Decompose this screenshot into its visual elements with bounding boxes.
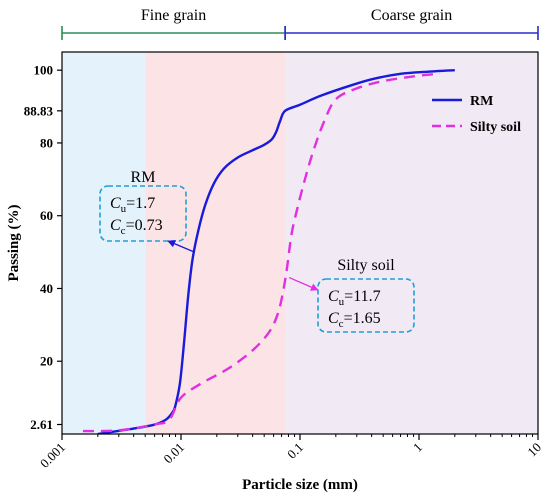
annotation-line-1-1: Cc=1.65 (328, 310, 381, 330)
annotation-symbol: C (328, 288, 339, 305)
annotation-line-0-1: Cc=0.73 (110, 217, 163, 237)
annotation-value: =0.73 (126, 217, 163, 234)
annotation-title-1: Silty soil (337, 257, 395, 274)
series-line-1 (82, 72, 441, 433)
annotation-line-1-0: Cu=11.7 (328, 288, 381, 308)
x-axis-title: Particle size (mm) (242, 477, 358, 493)
annotation-symbol: C (110, 195, 121, 212)
legend-label-0: RM (470, 94, 493, 109)
annotation-box-1 (317, 278, 415, 333)
legend: RM Silty soil (432, 94, 521, 135)
x-tick-label-0: 0.001 (37, 440, 68, 471)
y-tick-label-4: 80 (40, 135, 53, 150)
y-tick-label-5: 88.83 (24, 103, 54, 118)
annotation-subscript: c (339, 318, 344, 330)
y-tick-label-0: 2.61 (30, 417, 53, 432)
shaded-region-0 (62, 52, 146, 434)
legend-label-1: Silty soil (470, 120, 521, 135)
grain-band-label-1: Coarse grain (371, 7, 452, 24)
x-tick-label-2: 0.1 (284, 440, 306, 462)
annotation-subscript: c (121, 225, 126, 237)
annotation-line-0-0: Cu=1.7 (110, 195, 155, 215)
annotation-symbol: C (110, 217, 121, 234)
annotation-box-0 (99, 185, 187, 242)
annotation-arrow-1 (288, 276, 319, 291)
annotation-subscript: u (339, 296, 345, 308)
annotation-subscript: u (121, 203, 127, 215)
grain-bands: Fine grain Coarse grain (61, 7, 539, 40)
x-tick-label-1: 0.01 (160, 440, 187, 467)
annotation-value: =1.65 (344, 310, 381, 327)
series-layer (82, 68, 455, 434)
shaded-region-2 (285, 52, 538, 434)
annotation-symbol: C (328, 310, 339, 327)
x-tick-label-3: 1 (410, 440, 425, 455)
y-axis-title: Passing (%) (6, 204, 22, 281)
y-tick-label-2: 40 (40, 281, 53, 296)
grain-band-label-0: Fine grain (141, 7, 206, 24)
annotation-value: =1.7 (126, 195, 155, 212)
y-tick-label-1: 20 (40, 354, 53, 369)
x-tick-label-4: 10 (524, 440, 544, 460)
shaded-regions (62, 52, 538, 434)
annotation-arrow-0 (167, 240, 195, 253)
y-tick-label-6: 100 (34, 63, 54, 78)
y-tick-label-3: 60 (40, 208, 53, 223)
annotation-title-0: RM (131, 169, 156, 186)
annotation-value: =11.7 (344, 288, 380, 305)
